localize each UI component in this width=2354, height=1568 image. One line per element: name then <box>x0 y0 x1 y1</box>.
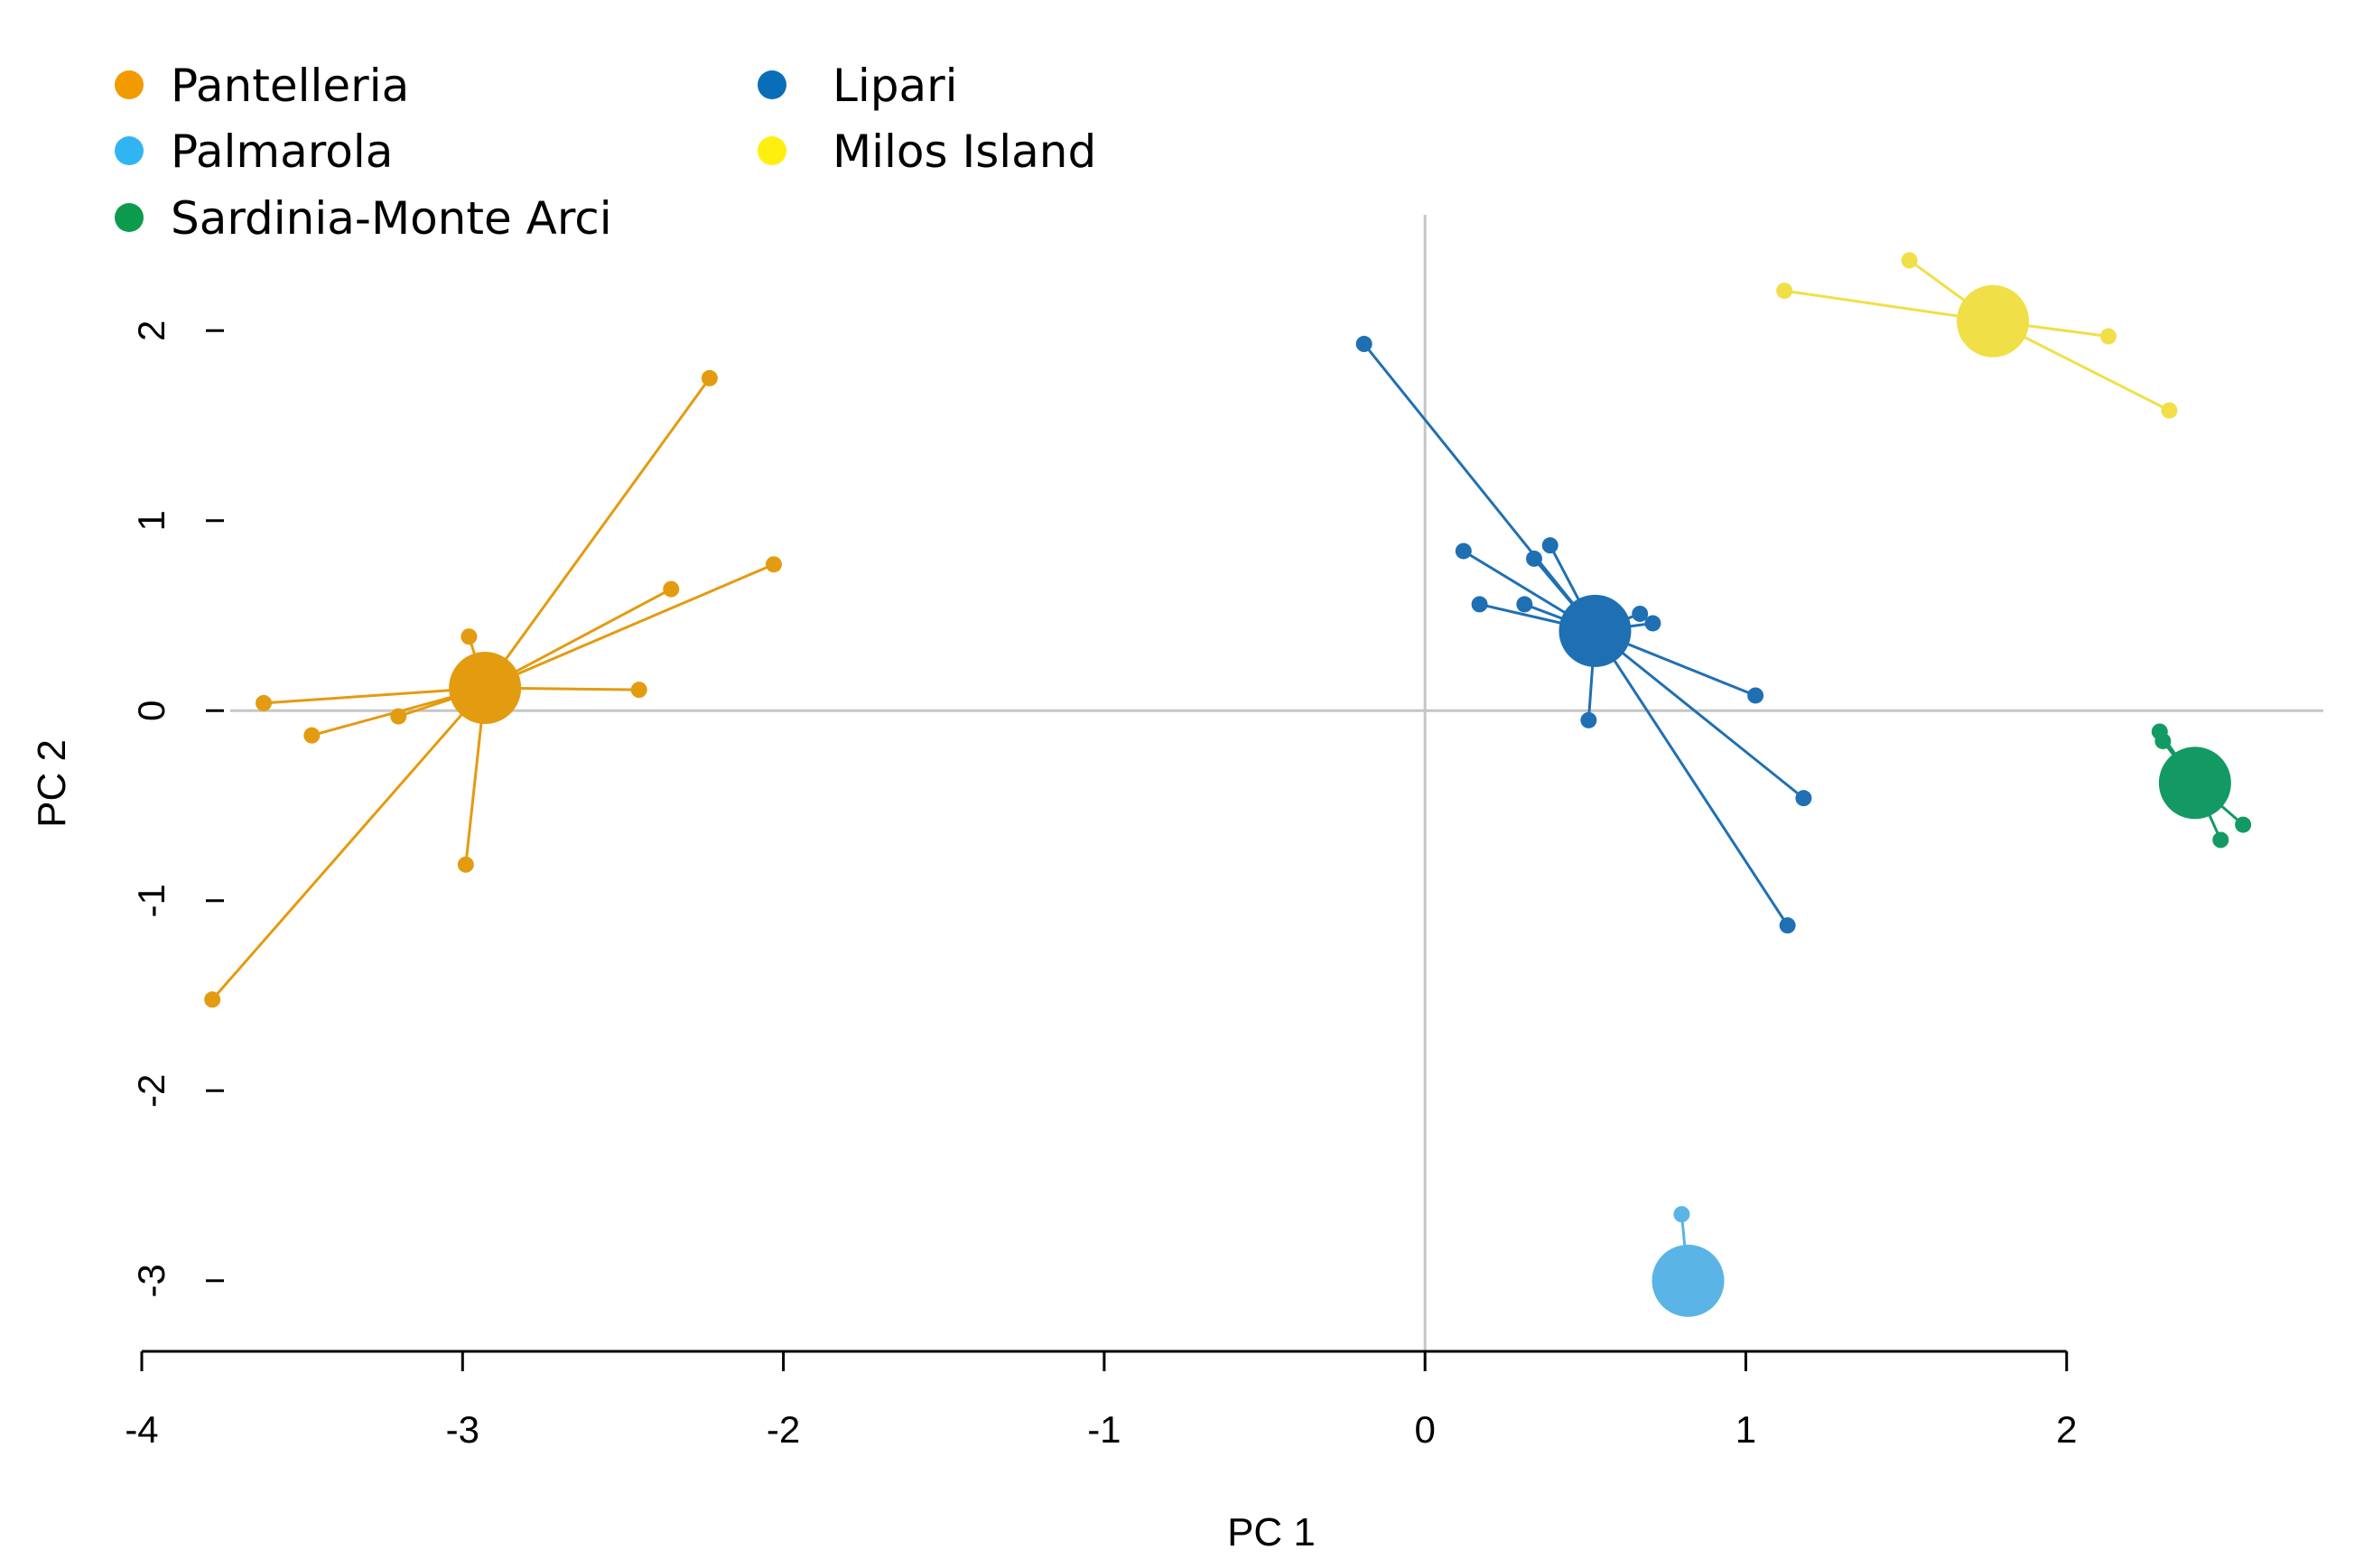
y-tick-label: -1 <box>130 884 172 917</box>
pantelleria-point <box>256 694 273 711</box>
milos-island-point <box>1901 252 1918 269</box>
lipari-point <box>1795 790 1812 807</box>
legend: Pantelleria Lipari Palmarola Milos Island Sa… <box>115 60 1096 245</box>
milos-island-centroid <box>1957 284 2030 357</box>
reference-lines <box>230 215 2323 1352</box>
y-axis-title: PC 2 <box>30 739 74 828</box>
pantelleria-point <box>630 682 647 699</box>
sardinia-monte-arci-point <box>2212 831 2229 849</box>
pantelleria-segment <box>484 562 775 690</box>
palmarola-point <box>1673 1206 1690 1223</box>
pantelleria-point <box>663 580 680 598</box>
sardinia-monte-arci-point <box>2235 816 2252 833</box>
y-tick-label: 1 <box>130 510 172 531</box>
legend-label-lipari: Lipari <box>833 60 958 112</box>
y-tick-label: -3 <box>130 1264 172 1297</box>
legend-label-milos-island: Milos Island <box>833 125 1096 178</box>
y-tick-label: -2 <box>130 1074 172 1108</box>
lipari-centroid <box>1558 594 1632 667</box>
lipari-segment <box>1594 629 1805 800</box>
cluster-segments <box>211 259 2245 1281</box>
pantelleria-point <box>461 628 478 645</box>
lipari-point <box>1632 605 1649 622</box>
pantelleria-centroid <box>449 652 522 725</box>
lipari-segment <box>1594 630 1789 926</box>
y-tick-label: 0 <box>130 700 172 721</box>
lipari-segment <box>1363 343 1596 632</box>
x-tick-label: 0 <box>1414 1408 1435 1451</box>
lipari-point <box>1516 596 1533 613</box>
milos-island-point <box>2099 328 2117 345</box>
pantelleria-point <box>303 727 321 744</box>
x-tick-label: -3 <box>446 1408 479 1451</box>
pantelleria-point <box>390 708 407 725</box>
pantelleria-segment <box>263 686 486 705</box>
lipari-point <box>1455 543 1472 560</box>
legend-label-pantelleria: Pantelleria <box>171 60 409 112</box>
legend-label-sardinia-monte-arci: Sardinia-Monte Arci <box>171 192 612 245</box>
legend-marker-lipari <box>758 70 786 99</box>
axes: -4 -3 -2 -1 0 1 2 -3 -2 -1 0 1 2 <box>125 320 2077 1451</box>
legend-label-palmarola: Palmarola <box>171 125 393 178</box>
cluster-centroids <box>449 284 2231 1317</box>
legend-marker-pantelleria <box>115 70 144 99</box>
x-tick-label: 1 <box>1735 1408 1756 1451</box>
sardinia-monte-arci-centroid <box>2158 747 2231 820</box>
x-tick-label: -4 <box>125 1408 158 1451</box>
milos-island-point <box>2161 402 2178 419</box>
pantelleria-point <box>204 991 221 1008</box>
x-tick-label: -1 <box>1087 1408 1121 1451</box>
y-tick-label: 2 <box>130 320 172 341</box>
legend-marker-sardinia-monte-arci <box>115 203 144 232</box>
pantelleria-point <box>457 856 474 873</box>
palmarola-centroid <box>1652 1244 1725 1317</box>
pantelleria-point <box>765 556 782 573</box>
x-tick-label: 2 <box>2056 1408 2077 1451</box>
pantelleria-point <box>701 369 718 386</box>
lipari-point <box>1644 615 1661 632</box>
legend-marker-milos-island <box>758 136 786 165</box>
sardinia-monte-arci-point <box>2154 732 2172 749</box>
legend-marker-palmarola <box>115 136 144 165</box>
lipari-point <box>1355 336 1372 353</box>
pantelleria-segment <box>483 377 712 689</box>
x-axis-title: PC 1 <box>1227 1510 1316 1554</box>
lipari-point <box>1471 596 1488 613</box>
lipari-point <box>1525 550 1542 567</box>
pantelleria-segment <box>211 687 487 1001</box>
x-tick-label: -2 <box>767 1408 800 1451</box>
data-points <box>204 252 2252 1223</box>
milos-island-point <box>1776 283 1793 300</box>
lipari-point <box>1779 917 1796 934</box>
lipari-point <box>1580 711 1597 728</box>
lipari-point <box>1541 537 1558 554</box>
lipari-point <box>1747 687 1764 704</box>
